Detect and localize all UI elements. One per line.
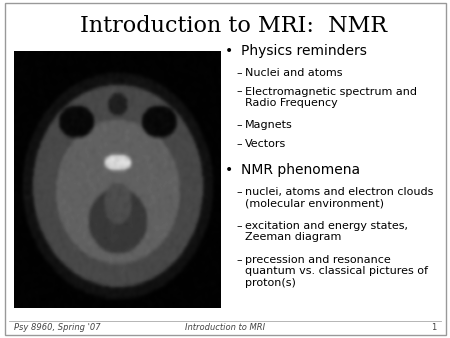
Text: –: –: [236, 139, 242, 149]
Text: –: –: [236, 87, 242, 97]
Text: 1: 1: [431, 323, 436, 332]
Text: •: •: [225, 163, 233, 177]
Text: –: –: [236, 68, 242, 78]
Text: nuclei, atoms and electron clouds
(molecular environment): nuclei, atoms and electron clouds (molec…: [245, 187, 434, 209]
Text: Magnets: Magnets: [245, 120, 293, 130]
Text: –: –: [236, 187, 242, 197]
Text: Psy 8960, Spring '07: Psy 8960, Spring '07: [14, 323, 100, 332]
Text: Physics reminders: Physics reminders: [241, 44, 367, 58]
Text: Vectors: Vectors: [245, 139, 287, 149]
Text: Introduction to MRI:  NMR: Introduction to MRI: NMR: [81, 15, 387, 37]
Text: precession and resonance
quantum vs. classical pictures of
proton(s): precession and resonance quantum vs. cla…: [245, 255, 428, 288]
Text: –: –: [236, 221, 242, 231]
Text: •: •: [225, 44, 233, 58]
Text: –: –: [236, 255, 242, 265]
Text: –: –: [236, 120, 242, 130]
Text: NMR phenomena: NMR phenomena: [241, 163, 360, 177]
Text: Introduction to MRI: Introduction to MRI: [185, 323, 265, 332]
Text: Electromagnetic spectrum and
Radio Frequency: Electromagnetic spectrum and Radio Frequ…: [245, 87, 417, 108]
Text: excitation and energy states,
Zeeman diagram: excitation and energy states, Zeeman dia…: [245, 221, 408, 242]
Text: Nuclei and atoms: Nuclei and atoms: [245, 68, 343, 78]
